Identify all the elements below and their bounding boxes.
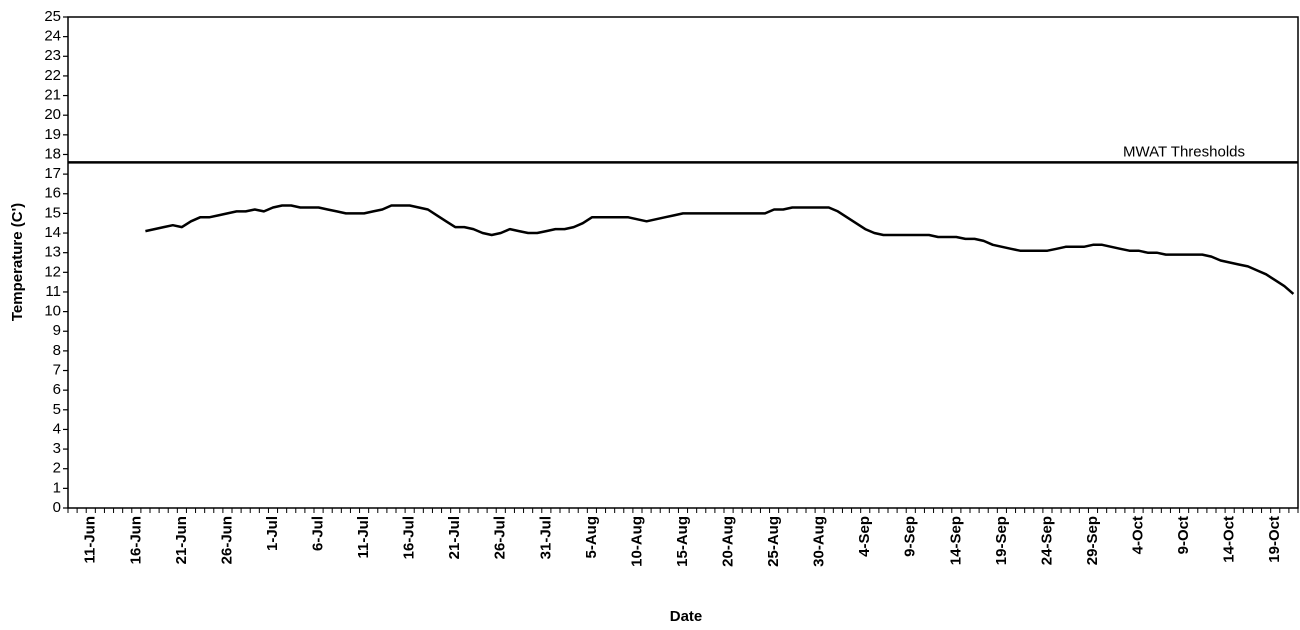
y-tick-label: 14 [44,224,61,241]
y-tick-label: 11 [45,283,61,300]
y-tick-label: 22 [44,67,61,84]
y-axis-title: Temperature (C') [9,203,26,321]
x-tick-label: 31-Jul [537,516,554,559]
y-tick-label: 19 [44,126,61,143]
x-tick-label: 9-Oct [1175,516,1192,554]
x-tick-label: 19-Sep [993,516,1010,565]
y-tick-label: 5 [53,401,61,418]
y-tick-label: 24 [44,28,61,45]
y-tick-label: 18 [44,145,61,162]
x-tick-label: 1-Jul [264,516,281,551]
x-tick-label: 30-Aug [811,516,828,567]
y-tick-label: 17 [44,165,61,182]
y-tick-label: 2 [53,460,61,477]
data-line [145,204,1295,295]
y-tick-label: 23 [44,47,61,64]
x-tick-label: 14-Oct [1221,516,1238,563]
x-axis-title: Date [670,608,703,625]
y-tick-label: 16 [44,185,61,202]
y-tick-label: 0 [53,499,61,516]
y-tick-label: 6 [53,381,61,398]
y-tick-label: 9 [53,322,61,339]
x-tick-label: 21-Jun [173,516,190,564]
y-tick-label: 7 [53,361,61,378]
y-tick-label: 1 [53,479,61,496]
x-tick-label: 19-Oct [1266,516,1283,563]
x-tick-label: 14-Sep [947,516,964,565]
x-tick-label: 24-Sep [1038,516,1055,565]
y-tick-label: 13 [44,244,61,261]
x-tick-label: 4-Oct [1130,516,1147,554]
x-tick-label: 9-Sep [902,516,919,557]
x-tick-label: 10-Aug [628,516,645,567]
x-tick-label: 11-Jun [82,516,99,564]
x-tick-label: 26-Jun [218,516,235,564]
y-tick-label: 10 [44,303,61,320]
y-tick-label: 20 [44,106,61,123]
x-tick-label: 16-Jul [401,516,418,559]
x-tick-label: 5-Aug [583,516,600,559]
y-tick-label: 3 [53,440,61,457]
y-tick-label: 15 [44,204,61,221]
x-tick-label: 29-Sep [1084,516,1101,565]
x-tick-label: 21-Jul [446,516,463,559]
x-tick-label: 15-Aug [674,516,691,567]
y-tick-label: 21 [44,87,61,104]
x-tick-label: 20-Aug [720,516,737,567]
y-tick-label: 25 [44,8,61,25]
y-tick-label: 12 [44,263,61,280]
threshold-label: MWAT Thresholds [1123,143,1245,160]
y-tick-label: 8 [53,342,61,359]
x-tick-label: 25-Aug [765,516,782,567]
x-tick-label: 11-Jul [355,516,372,559]
x-tick-label: 4-Sep [856,516,873,557]
plot-frame [67,16,1299,509]
x-tick-label: 26-Jul [492,516,509,559]
x-tick-label: 16-Jun [127,516,144,564]
x-tick-label: 6-Jul [310,516,327,551]
y-tick-label: 4 [53,420,61,437]
